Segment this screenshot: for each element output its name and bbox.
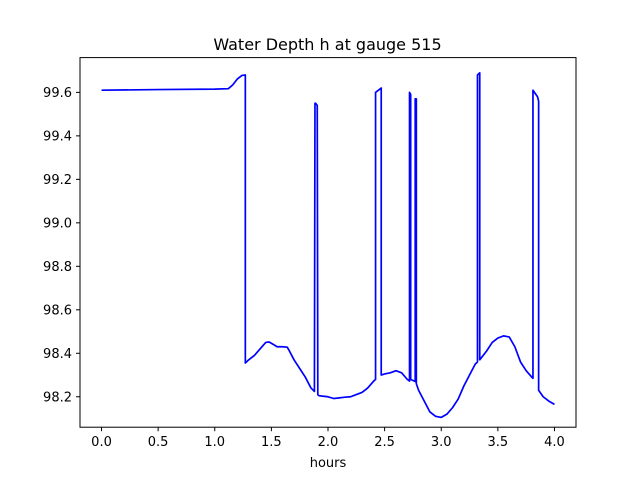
x-tick-label: 2.0	[318, 435, 339, 450]
x-tick-label: 3.0	[431, 435, 452, 450]
x-axis: 0.0 0.5 1.0 1.5 2.0 2.5 3.0 3.5 4.0	[91, 427, 565, 450]
x-axis-label: hours	[310, 456, 347, 471]
x-tick-label: 2.5	[374, 435, 395, 450]
y-tick-label: 98.8	[43, 260, 72, 275]
x-tick-label: 1.5	[261, 435, 282, 450]
y-tick-label: 98.4	[43, 347, 72, 362]
y-tick-label: 99.6	[43, 86, 72, 101]
y-tick-label: 99.0	[43, 216, 72, 231]
x-tick-label: 0.0	[91, 435, 112, 450]
y-tick-label: 99.4	[43, 129, 72, 144]
series-line-water-depth	[102, 73, 555, 418]
x-tick-label: 3.5	[488, 435, 509, 450]
x-tick-label: 4.0	[544, 435, 565, 450]
y-tick-label: 98.6	[43, 303, 72, 318]
y-axis: 98.2 98.4 98.6 98.8 99.0 99.2 99.4 99.6	[43, 86, 80, 405]
y-tick-label: 98.2	[43, 390, 72, 405]
x-tick-label: 1.0	[204, 435, 225, 450]
plot-frame	[80, 58, 576, 428]
x-tick-label: 0.5	[148, 435, 169, 450]
y-tick-label: 99.2	[43, 173, 72, 188]
plot-area	[80, 58, 576, 428]
chart-title: Water Depth h at gauge 515	[213, 35, 441, 54]
